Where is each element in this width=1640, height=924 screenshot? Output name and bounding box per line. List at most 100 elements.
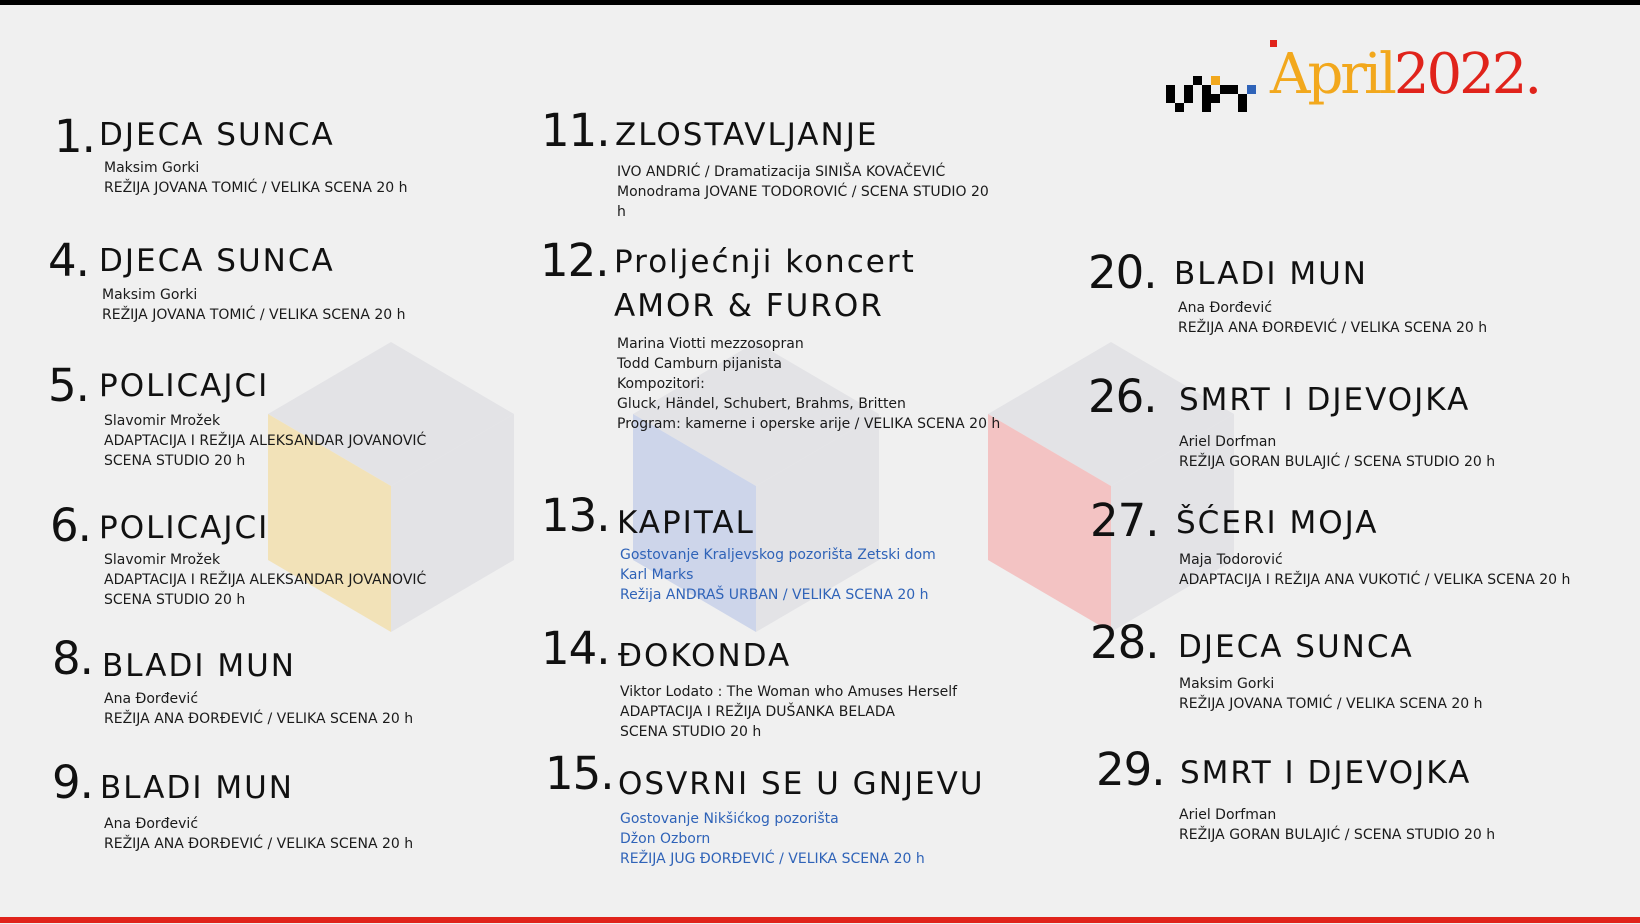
event-title: BLADI MUN bbox=[100, 770, 294, 806]
event-date: 1. bbox=[54, 110, 96, 163]
event-details: Slavomir Mrožek ADAPTACIJA I REŽIJA ALEK… bbox=[104, 550, 426, 610]
event-line: Gostovanje Nikšićkog pozorišta bbox=[620, 811, 839, 827]
event-date: 20. bbox=[1088, 246, 1158, 299]
event-date: 27. bbox=[1090, 494, 1160, 547]
decorative-cube-red bbox=[988, 342, 1234, 632]
event-title: DJECA SUNCA bbox=[1178, 629, 1414, 665]
event-line: ADAPTACIJA I REŽIJA ALEKSANDAR JOVANOVIĆ bbox=[104, 433, 427, 449]
decorative-cube-yellow bbox=[268, 342, 514, 632]
event-line: Ana Đorđević bbox=[104, 816, 199, 832]
event-details: Slavomir Mrožek ADAPTACIJA I REŽIJA ALEK… bbox=[104, 411, 426, 471]
bottom-border bbox=[0, 917, 1640, 923]
event-line: SCENA STUDIO 20 h bbox=[620, 724, 762, 740]
event-line: SCENA STUDIO 20 h bbox=[104, 592, 246, 608]
event-title: BLADI MUN bbox=[102, 648, 296, 684]
event-title: POLICAJCI bbox=[99, 368, 270, 404]
top-border bbox=[0, 0, 1640, 5]
event-details: Gostovanje Kraljevskog pozorišta Zetski … bbox=[620, 545, 936, 605]
event-line: Monodrama JOVANE TODOROVIĆ / SCENA STUDI… bbox=[617, 184, 989, 220]
event-line: SCENA STUDIO 20 h bbox=[104, 453, 246, 469]
decorative-cube-blue bbox=[633, 342, 879, 632]
event-title: SMRT I DJEVOJKA bbox=[1180, 755, 1472, 791]
event-date: 15. bbox=[545, 747, 615, 800]
event-date: 6. bbox=[50, 499, 92, 552]
event-line: REŽIJA JOVANA TOMIĆ / VELIKA SCENA 20 h bbox=[1179, 696, 1483, 712]
event-line: Slavomir Mrožek bbox=[104, 552, 221, 568]
event-title: ŠĆERI MOJA bbox=[1176, 505, 1379, 541]
event-details: IVO ANDRIĆ / Dramatizacija SINIŠA KOVAČE… bbox=[617, 162, 997, 222]
event-date: 8. bbox=[52, 632, 94, 685]
event-line: Gostovanje Kraljevskog pozorišta Zetski … bbox=[620, 547, 936, 563]
event-details: Ana Đorđević REŽIJA ANA ĐORĐEVIĆ / VELIK… bbox=[1178, 298, 1487, 338]
event-line: Gluck, Händel, Schubert, Brahms, Britten bbox=[617, 396, 906, 412]
event-details: Viktor Lodato : The Woman who Amuses Her… bbox=[620, 682, 957, 742]
event-line: Todd Camburn pijanista bbox=[617, 356, 782, 372]
event-line: REŽIJA ANA ĐORĐEVIĆ / VELIKA SCENA 20 h bbox=[1178, 320, 1488, 336]
event-line: Maksim Gorki bbox=[1179, 676, 1275, 692]
event-date: 4. bbox=[48, 234, 90, 287]
event-line: ADAPTACIJA I REŽIJA DUŠANKA BELADA bbox=[620, 704, 895, 720]
event-title: SMRT I DJEVOJKA bbox=[1179, 382, 1471, 418]
event-title: ĐOKONDA bbox=[618, 638, 792, 674]
event-line: Maja Todorović bbox=[1179, 552, 1283, 568]
event-line: Maksim Gorki bbox=[104, 160, 200, 176]
event-title: BLADI MUN bbox=[1174, 256, 1368, 292]
event-details: Ariel Dorfman REŽIJA GORAN BULAJIĆ / SCE… bbox=[1179, 805, 1495, 845]
event-title: POLICAJCI bbox=[99, 510, 270, 546]
title-year: 2022 bbox=[1393, 42, 1528, 107]
event-line: Kompozitori: bbox=[617, 376, 705, 392]
event-subtitle: AMOR & FUROR bbox=[614, 288, 884, 324]
event-line: REŽIJA JOVANA TOMIĆ / VELIKA SCENA 20 h bbox=[104, 180, 408, 196]
event-line: REŽIJA GORAN BULAJIĆ / SCENA STUDIO 20 h bbox=[1179, 454, 1496, 470]
event-date: 9. bbox=[52, 756, 94, 809]
event-title: KAPITAL bbox=[617, 505, 755, 541]
event-details: Ana Đorđević REŽIJA ANA ĐORĐEVIĆ / VELIK… bbox=[104, 814, 413, 854]
event-line: REŽIJA GORAN BULAJIĆ / SCENA STUDIO 20 h bbox=[1179, 827, 1496, 843]
event-line: Program: kamerne i operske arije / VELIK… bbox=[617, 416, 1001, 432]
event-date: 12. bbox=[540, 234, 610, 287]
event-line: Karl Marks bbox=[620, 567, 694, 583]
event-title: DJECA SUNCA bbox=[99, 117, 335, 153]
brand-accent-square bbox=[1270, 40, 1277, 47]
event-date: 14. bbox=[541, 622, 611, 675]
event-line: Džon Ozborn bbox=[620, 831, 711, 847]
event-details: Maja Todorović ADAPTACIJA I REŽIJA ANA V… bbox=[1179, 550, 1570, 590]
event-line: Režija ANDRAŠ URBAN / VELIKA SCENA 20 h bbox=[620, 587, 929, 603]
event-line: REŽIJA ANA ĐORĐEVIĆ / VELIKA SCENA 20 h bbox=[104, 711, 414, 727]
event-line: REŽIJA JUG ĐORĐEVIĆ / VELIKA SCENA 20 h bbox=[620, 851, 925, 867]
event-line: Viktor Lodato : The Woman who Amuses Her… bbox=[620, 684, 958, 700]
event-line: Maksim Gorki bbox=[102, 287, 198, 303]
event-line: IVO ANDRIĆ / Dramatizacija SINIŠA KOVAČE… bbox=[617, 164, 946, 180]
event-line: ADAPTACIJA I REŽIJA ALEKSANDAR JOVANOVIĆ bbox=[104, 572, 427, 588]
event-date: 5. bbox=[48, 359, 90, 412]
event-details: Marina Viotti mezzosopran Todd Camburn p… bbox=[617, 334, 1000, 434]
event-line: Ariel Dorfman bbox=[1179, 434, 1277, 450]
event-date: 29. bbox=[1096, 743, 1166, 796]
event-details: Maksim Gorki REŽIJA JOVANA TOMIĆ / VELIK… bbox=[102, 285, 406, 325]
event-line: Ana Đorđević bbox=[104, 691, 199, 707]
title-dot: . bbox=[1524, 42, 1542, 107]
event-line: REŽIJA ANA ĐORĐEVIĆ / VELIKA SCENA 20 h bbox=[104, 836, 414, 852]
event-details: Maksim Gorki REŽIJA JOVANA TOMIĆ / VELIK… bbox=[1179, 674, 1483, 714]
event-line: ADAPTACIJA I REŽIJA ANA VUKOTIĆ / VELIKA… bbox=[1179, 572, 1571, 588]
event-line: Ana Đorđević bbox=[1178, 300, 1273, 316]
title-month: April bbox=[1270, 42, 1397, 107]
event-title: Proljećnji koncert bbox=[614, 244, 916, 280]
event-details: Gostovanje Nikšićkog pozorišta Džon Ozbo… bbox=[620, 809, 925, 869]
event-details: Maksim Gorki REŽIJA JOVANA TOMIĆ / VELIK… bbox=[104, 158, 408, 198]
event-date: 11. bbox=[541, 104, 611, 157]
event-date: 28. bbox=[1090, 616, 1160, 669]
event-line: Ariel Dorfman bbox=[1179, 807, 1277, 823]
event-title: OSVRNI SE U GNJEVU bbox=[618, 766, 985, 802]
event-title: ZLOSTAVLJANJE bbox=[615, 117, 879, 153]
event-details: Ana Đorđević REŽIJA ANA ĐORĐEVIĆ / VELIK… bbox=[104, 689, 413, 729]
event-line: Marina Viotti mezzosopran bbox=[617, 336, 804, 352]
event-date: 26. bbox=[1088, 370, 1158, 423]
theatre-logo-icon bbox=[1166, 76, 1256, 112]
page-title: April2022. bbox=[1270, 40, 1542, 110]
event-line: REŽIJA JOVANA TOMIĆ / VELIKA SCENA 20 h bbox=[102, 307, 406, 323]
event-title: DJECA SUNCA bbox=[99, 243, 335, 279]
event-date: 13. bbox=[541, 489, 611, 542]
event-line: Slavomir Mrožek bbox=[104, 413, 221, 429]
event-details: Ariel Dorfman REŽIJA GORAN BULAJIĆ / SCE… bbox=[1179, 432, 1495, 472]
